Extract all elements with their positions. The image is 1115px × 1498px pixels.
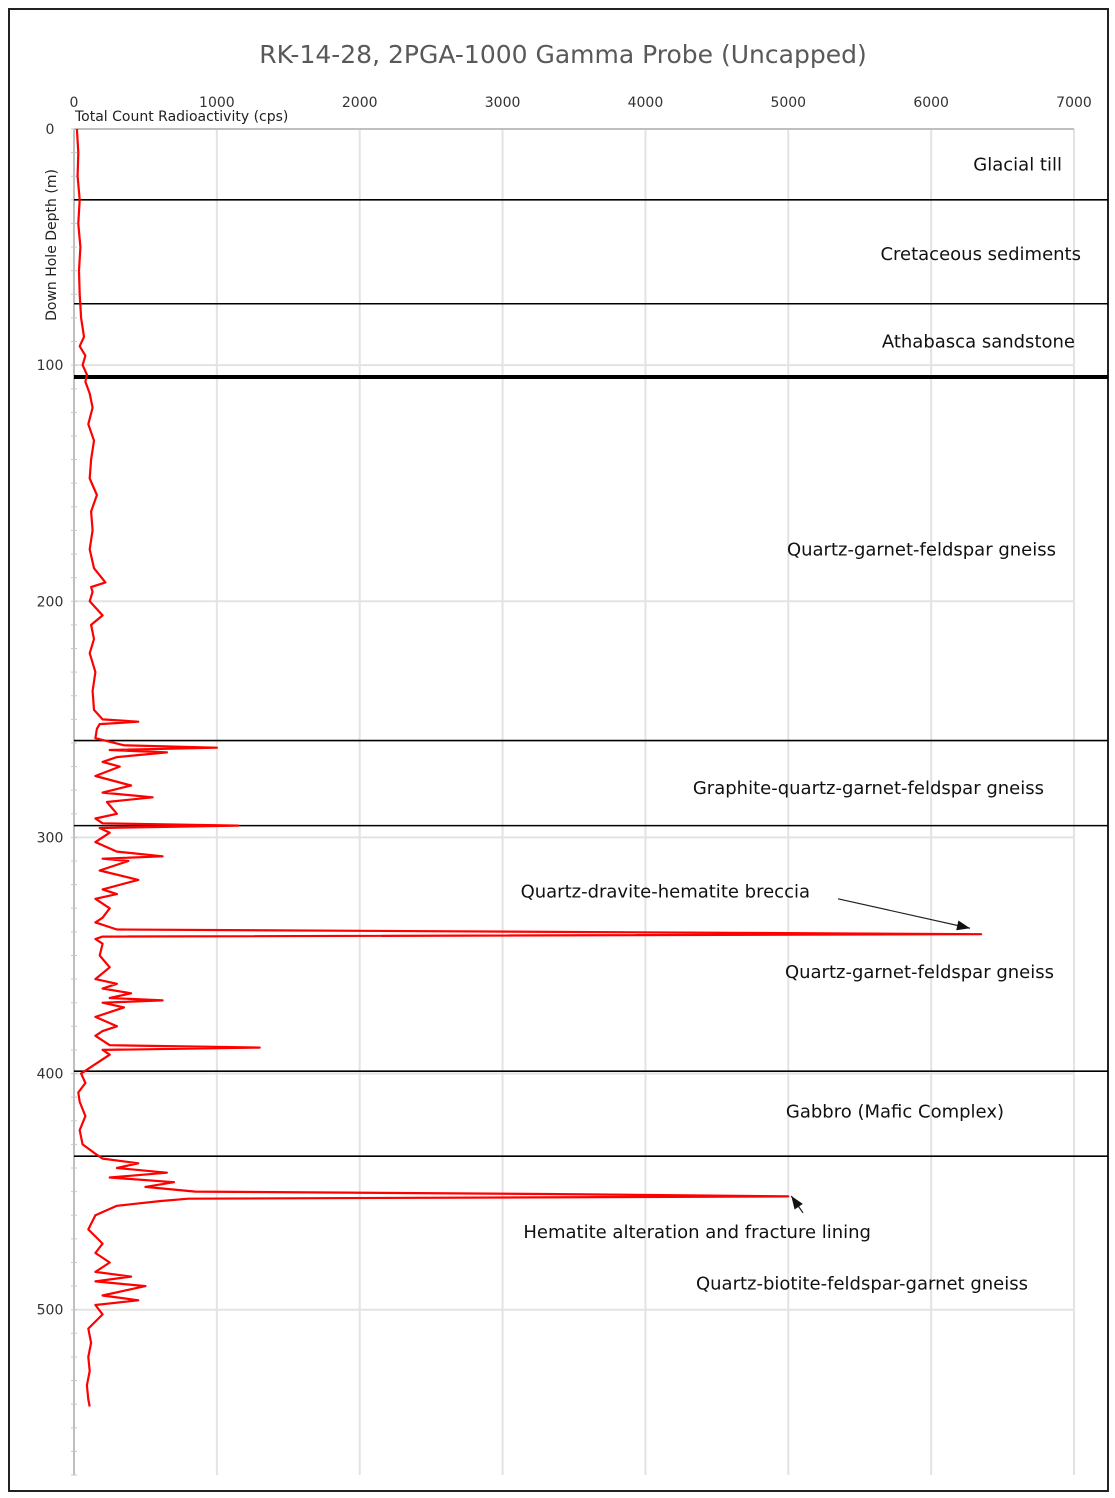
- zone-label: Cretaceous sediments: [880, 244, 1081, 265]
- zone-label: Quartz-dravite-hematite breccia: [521, 882, 810, 903]
- x-tick-label: 2000: [342, 95, 378, 111]
- annotation-arrowhead: [791, 1195, 803, 1210]
- zone-label: Graphite-quartz-garnet-feldspar gneiss: [693, 778, 1044, 799]
- chart-frame: [8, 8, 1109, 1492]
- chart-title: RK-14-28, 2PGA-1000 Gamma Probe (Uncappe…: [259, 40, 866, 69]
- gridlines: [71, 128, 1075, 1476]
- annotation-arrows: [790, 898, 971, 1214]
- zone-label: Gabbro (Mafic Complex): [786, 1101, 1004, 1122]
- x-tick-labels: 0 1000 2000 3000 4000 5000 6000 7000: [70, 95, 1092, 111]
- y-axis-label: Down Hole Depth (m): [44, 169, 60, 321]
- zone-label: Quartz-biotite-feldspar-garnet gneiss: [696, 1274, 1028, 1295]
- zone-labels: Glacial till Cretaceous sediments Athabasc…: [521, 154, 1081, 1294]
- x-tick-label: 5000: [770, 95, 806, 111]
- x-axis-label: Total Count Radioactivity (cps): [74, 109, 288, 125]
- y-tick-label: 300: [37, 830, 64, 846]
- unit-boundaries: [74, 199, 1108, 1158]
- zone-label: Quartz-garnet-feldspar gneiss: [785, 962, 1054, 983]
- gamma-series-line: [75, 128, 983, 1407]
- annotation-arrowhead: [956, 920, 970, 931]
- zone-label: Athabasca sandstone: [882, 332, 1075, 353]
- y-tick-label: 500: [37, 1303, 64, 1319]
- x-tick-label: 6000: [913, 95, 949, 111]
- x-tick-label: 1000: [199, 95, 235, 111]
- x-tick-label: 4000: [628, 95, 664, 111]
- annotation-arrow-line: [837, 898, 971, 929]
- zone-label: Glacial till: [973, 154, 1062, 175]
- zone-label: Quartz-garnet-feldspar gneiss: [787, 539, 1056, 560]
- y-tick-label: 200: [37, 594, 64, 610]
- y-tick-labels: 0 100 200 300 400 500: [37, 122, 64, 1319]
- gamma-series: [75, 128, 983, 1407]
- y-tick-label: 400: [37, 1067, 64, 1083]
- y-tick-label: 100: [37, 358, 64, 374]
- x-tick-label: 3000: [485, 95, 521, 111]
- y-tick-label: 0: [46, 122, 55, 138]
- x-tick-label: 0: [70, 95, 79, 111]
- x-tick-label: 7000: [1056, 95, 1092, 111]
- zone-label: Hematite alteration and fracture lining: [523, 1222, 871, 1243]
